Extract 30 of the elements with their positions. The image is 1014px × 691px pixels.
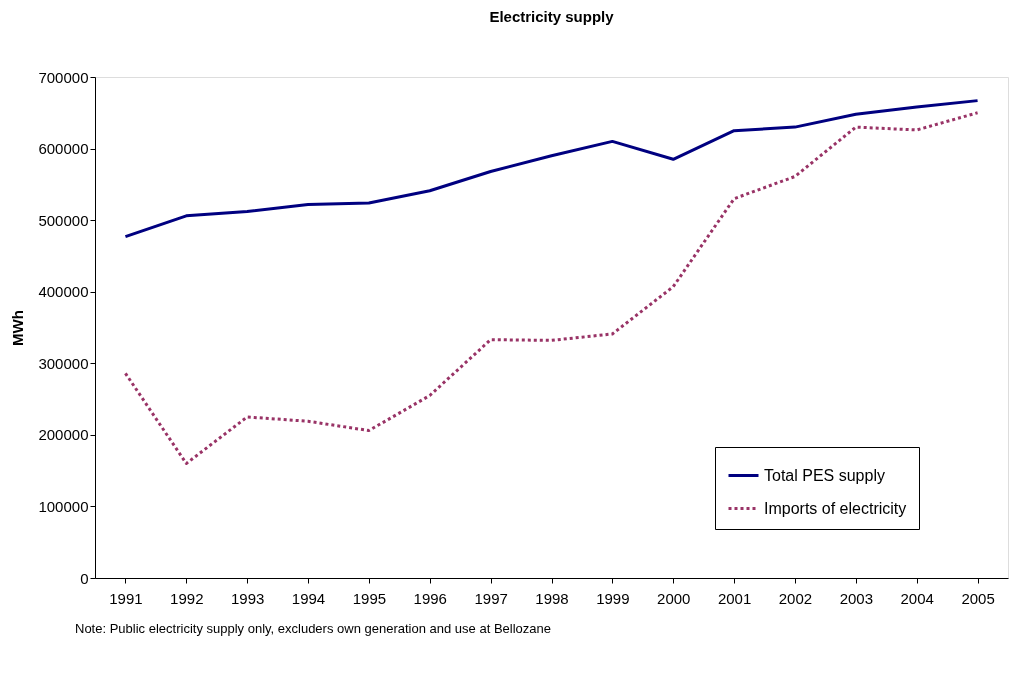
y-tick-label: 500000 (38, 211, 89, 229)
x-tick-label: 1998 (535, 589, 569, 607)
x-tick-label: 2004 (900, 589, 934, 607)
y-axis-title: MWh (9, 310, 27, 346)
chart-title: Electricity supply (489, 8, 615, 25)
x-tick-label: 1995 (352, 589, 387, 607)
x-tick-label: 2005 (961, 589, 995, 607)
x-tick-label: 2003 (839, 589, 874, 607)
x-tick-label: 1997 (474, 589, 508, 607)
line-series (123, 111, 980, 465)
x-tick-label: 1991 (109, 589, 143, 607)
y-tick-label: 100000 (38, 497, 89, 515)
legend-label: Total PES supply (764, 466, 885, 484)
x-tick-label: 1996 (413, 589, 447, 607)
y-tick-label: 600000 (38, 140, 89, 158)
y-tick-label: 0 (80, 569, 89, 587)
x-tick-label: 2002 (778, 589, 813, 607)
x-tick-label: 1999 (596, 589, 630, 607)
x-tick-label: 2000 (657, 589, 691, 607)
text: Note: Public electricity supply only, excluders own generation and use at Bellozane (75, 621, 551, 636)
y-tick-label: 400000 (38, 283, 89, 301)
y-tick-label: 700000 (38, 68, 89, 86)
legend-label: Imports of electricity (764, 499, 907, 517)
y-tick-label: 300000 (38, 354, 89, 372)
x-tick-label: 1992 (170, 589, 204, 607)
x-tick-label: 1994 (291, 589, 326, 607)
x-tick-label: 1993 (230, 589, 265, 607)
x-tick-label: 2001 (717, 589, 752, 607)
line-series (123, 99, 980, 239)
y-tick-label: 200000 (38, 426, 89, 444)
